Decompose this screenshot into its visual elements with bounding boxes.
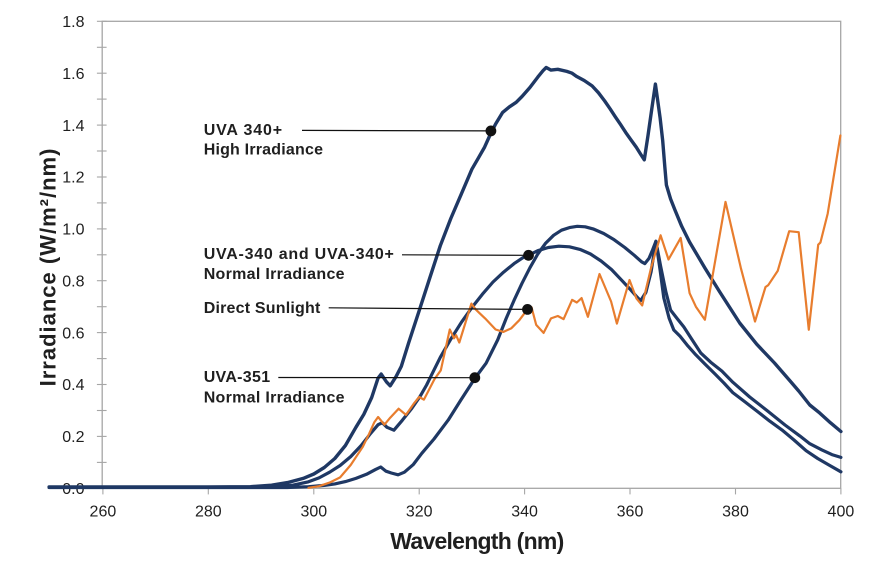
- svg-text:Irradiance (W/m²/nm): Irradiance (W/m²/nm): [36, 148, 61, 387]
- svg-text:1.4: 1.4: [62, 118, 84, 135]
- svg-text:300: 300: [300, 504, 327, 521]
- svg-text:1.2: 1.2: [62, 170, 84, 187]
- svg-text:Normal Irradiance: Normal Irradiance: [204, 266, 345, 283]
- svg-text:0.6: 0.6: [62, 325, 84, 342]
- svg-text:UVA-340 and UVA-340+: UVA-340 and UVA-340+: [204, 246, 395, 263]
- svg-text:360: 360: [617, 504, 644, 521]
- svg-text:0.4: 0.4: [62, 377, 84, 394]
- svg-text:Direct Sunlight: Direct Sunlight: [204, 300, 321, 317]
- svg-text:0.0: 0.0: [62, 481, 84, 498]
- svg-text:UVA 340+: UVA 340+: [204, 122, 283, 139]
- svg-text:1.6: 1.6: [62, 66, 84, 83]
- svg-text:260: 260: [90, 504, 117, 521]
- svg-text:UVA-351: UVA-351: [204, 369, 271, 386]
- svg-text:Normal Irradiance: Normal Irradiance: [204, 389, 345, 406]
- svg-text:280: 280: [195, 504, 222, 521]
- svg-text:High Irradiance: High Irradiance: [204, 142, 323, 159]
- svg-text:340: 340: [511, 504, 538, 521]
- svg-text:1.8: 1.8: [62, 14, 84, 31]
- svg-text:320: 320: [406, 504, 433, 521]
- svg-text:380: 380: [722, 504, 749, 521]
- svg-text:Wavelength (nm): Wavelength (nm): [390, 528, 563, 554]
- svg-text:0.2: 0.2: [62, 429, 84, 446]
- svg-text:400: 400: [828, 504, 855, 521]
- svg-text:0.8: 0.8: [62, 273, 84, 290]
- svg-text:1.0: 1.0: [62, 222, 84, 239]
